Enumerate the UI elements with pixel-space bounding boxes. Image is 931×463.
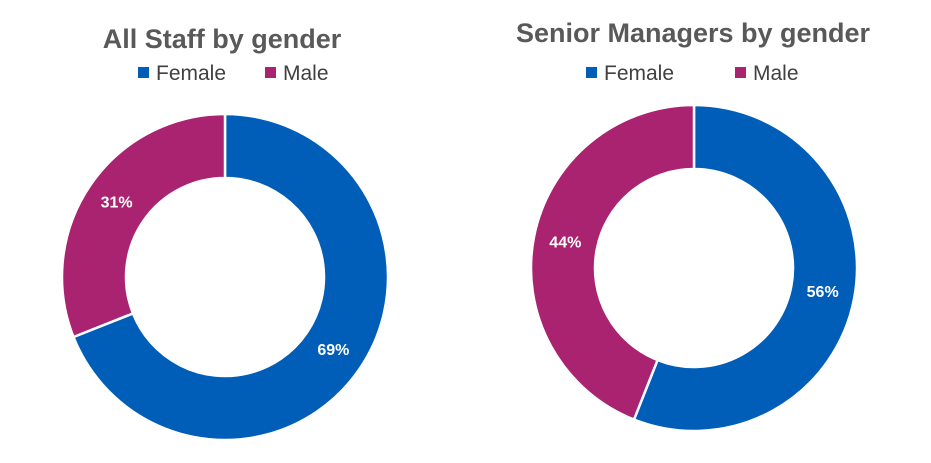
legend: Female Male	[138, 62, 329, 85]
legend-label-male: Male	[283, 62, 329, 85]
donut-slice-female	[72, 112, 390, 442]
data-label-male: 31%	[101, 195, 133, 212]
donut-data-labels: 56% 44%	[549, 235, 838, 301]
legend-label-male: Male	[753, 62, 799, 85]
legend-swatch-male	[735, 67, 746, 78]
donut-slices	[60, 112, 390, 442]
data-label-male: 44%	[549, 235, 581, 252]
legend: Female Male	[586, 62, 799, 85]
donut-slices	[529, 103, 859, 433]
chart-all-staff: All Staff by gender Female Male 69% 31%	[60, 24, 390, 442]
legend-label-female: Female	[156, 62, 226, 85]
legend-swatch-female	[138, 67, 149, 78]
donut-data-labels: 69% 31%	[101, 195, 350, 359]
data-label-female: 56%	[807, 284, 839, 301]
legend-swatch-female	[586, 67, 597, 78]
legend-label-female: Female	[604, 62, 674, 85]
legend-swatch-male	[265, 67, 276, 78]
chart-title: Senior Managers by gender	[516, 18, 871, 48]
chart-title: All Staff by gender	[103, 24, 342, 54]
donut-slice-male	[529, 103, 696, 421]
chart-senior-managers: Senior Managers by gender Female Male 56…	[516, 18, 871, 433]
donut-slice-male	[60, 112, 227, 339]
donut-slice-female	[632, 103, 859, 433]
data-label-female: 69%	[317, 342, 349, 359]
